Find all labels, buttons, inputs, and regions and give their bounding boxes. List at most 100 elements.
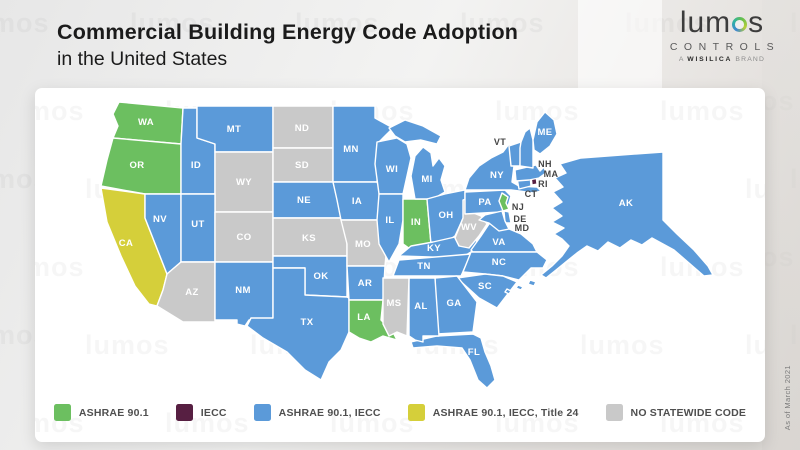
state-label-pa: PA: [478, 197, 491, 208]
state-label-ca: CA: [119, 238, 134, 249]
us-map: WA OR CA NV ID MT WY UT CO AZ NM ND SD NE KS OK TX MN IA MO…: [100, 101, 714, 389]
title-line-2: in the United States: [57, 48, 228, 70]
legend-swatch-ashrae_901_iecc_title24: [407, 404, 425, 421]
state-label-in: IN: [411, 217, 421, 228]
logo-controls-text: CONTROLS: [669, 41, 781, 53]
lumos-wordmark-suffix: s: [748, 6, 765, 39]
legend-label-ashrae_901_iecc_title24: ASHRAE 90.1, IECC, Title 24: [432, 406, 579, 419]
title-line-1: Commercial Building Energy Code Adoption: [57, 20, 519, 44]
legend: ASHRAE 90.1 IECC ASHRAE 90.1, IECC ASHRAE 9…: [35, 404, 765, 421]
watermark-text: lumos: [745, 174, 765, 204]
state-label-ct: CT: [525, 189, 538, 199]
state-label-nv: NV: [153, 214, 167, 225]
legend-item-ashrae_901: ASHRAE 90.1: [53, 404, 149, 421]
legend-item-no_statewide_code: NO STATEWIDE CODE: [605, 404, 747, 421]
footnote-date: As of March 2021: [783, 364, 792, 430]
state-label-va: VA: [492, 237, 505, 248]
legend-label-no_statewide_code: NO STATEWIDE CODE: [630, 406, 747, 419]
state-label-wv: WV: [461, 222, 477, 233]
state-me: [532, 111, 558, 155]
state-label-ms: MS: [386, 298, 401, 309]
state-az: [156, 261, 216, 323]
tagline-brand: BRAND: [735, 56, 766, 63]
lumos-wordmark-prefix: lum: [679, 6, 732, 39]
state-label-wy: WY: [236, 177, 252, 188]
legend-swatch-iecc: [175, 404, 193, 421]
state-label-oh: OH: [438, 210, 453, 221]
tagline-a: A: [678, 56, 685, 63]
state-label-sd: SD: [295, 160, 309, 171]
legend-label-ashrae_901_iecc: ASHRAE 90.1, IECC: [278, 406, 381, 419]
state-label-nc: NC: [492, 257, 507, 268]
state-label-ri: RI: [538, 179, 548, 189]
state-nj: [498, 192, 510, 212]
page-title: Commercial Building Energy Code Adoption…: [57, 20, 518, 71]
legend-swatch-ashrae_901: [53, 404, 71, 421]
state-mi: [388, 119, 446, 200]
legend-item-ashrae_901_iecc_title24: ASHRAE 90.1, IECC, Title 24: [407, 404, 579, 421]
state-label-tn: TN: [417, 261, 430, 272]
legend-swatch-no_statewide_code: [605, 404, 623, 421]
state-nh: [519, 127, 534, 169]
state-sc: [456, 273, 518, 309]
state-label-ks: KS: [302, 233, 316, 244]
state-label-mi: MI: [421, 174, 432, 185]
watermark-text: lumos: [0, 8, 50, 38]
state-ms: [382, 277, 410, 337]
watermark-text: lumos: [35, 96, 85, 126]
state-wv: [454, 197, 488, 249]
lumos-wordmark: lum s: [658, 8, 786, 38]
state-label-fl: FL: [468, 347, 480, 358]
state-md: [478, 210, 510, 232]
state-label-ma: MA: [544, 169, 559, 179]
map-card: lumoslumoslumoslumoslumoslumoslumoslumos…: [35, 88, 765, 442]
state-al: [408, 277, 440, 343]
state-label-me: ME: [537, 127, 552, 138]
state-label-ny: NY: [490, 170, 504, 181]
state-label-ky: KY: [427, 243, 441, 254]
state-vt: [508, 141, 522, 167]
state-tx: [246, 267, 350, 381]
tagline-wisilica: WISILICA: [687, 56, 733, 63]
state-label-sc: SC: [478, 281, 492, 292]
state-label-ia: IA: [352, 196, 362, 207]
state-label-or: OR: [129, 160, 144, 171]
state-label-vt: VT: [494, 137, 506, 147]
watermark-text: lumos: [745, 330, 765, 360]
state-label-mt: MT: [227, 124, 242, 135]
state-label-nd: ND: [295, 123, 310, 134]
state-label-mo: MO: [355, 239, 371, 250]
lumos-ring-icon: [732, 17, 748, 32]
state-label-ar: AR: [358, 278, 373, 289]
lumos-logo: lum s CONTROLS A WISILICA BRAND: [658, 8, 786, 64]
state-label-md: MD: [515, 223, 530, 233]
state-tn: [392, 253, 472, 277]
state-label-ut: UT: [191, 219, 204, 230]
state-fl: [410, 333, 496, 389]
legend-label-ashrae_901: ASHRAE 90.1: [78, 406, 149, 419]
state-label-tx: TX: [301, 317, 314, 328]
state-label-la: LA: [357, 312, 370, 323]
state-label-ok: OK: [313, 271, 328, 282]
state-label-nj: NJ: [512, 202, 524, 212]
background-photo-edge: [762, 0, 800, 450]
state-label-al: AL: [414, 301, 427, 312]
state-label-id: ID: [191, 160, 201, 171]
legend-item-iecc: IECC: [175, 404, 227, 421]
state-label-il: IL: [385, 215, 394, 226]
state-ny: [464, 143, 542, 194]
state-ak: [504, 151, 714, 295]
state-label-nh: NH: [538, 159, 552, 169]
logo-tagline: A WISILICA BRAND: [658, 56, 786, 63]
watermark-text: lumos: [35, 252, 85, 282]
state-label-wa: WA: [138, 117, 154, 128]
state-ma: [514, 164, 547, 182]
legend-item-ashrae_901_iecc: ASHRAE 90.1, IECC: [253, 404, 381, 421]
state-label-wi: WI: [386, 164, 398, 175]
state-label-ga: GA: [446, 298, 461, 309]
state-la: [348, 299, 398, 343]
state-label-co: CO: [236, 232, 251, 243]
state-label-ak: AK: [619, 198, 634, 209]
state-label-de: DE: [513, 214, 526, 224]
state-label-nm: NM: [235, 285, 251, 296]
